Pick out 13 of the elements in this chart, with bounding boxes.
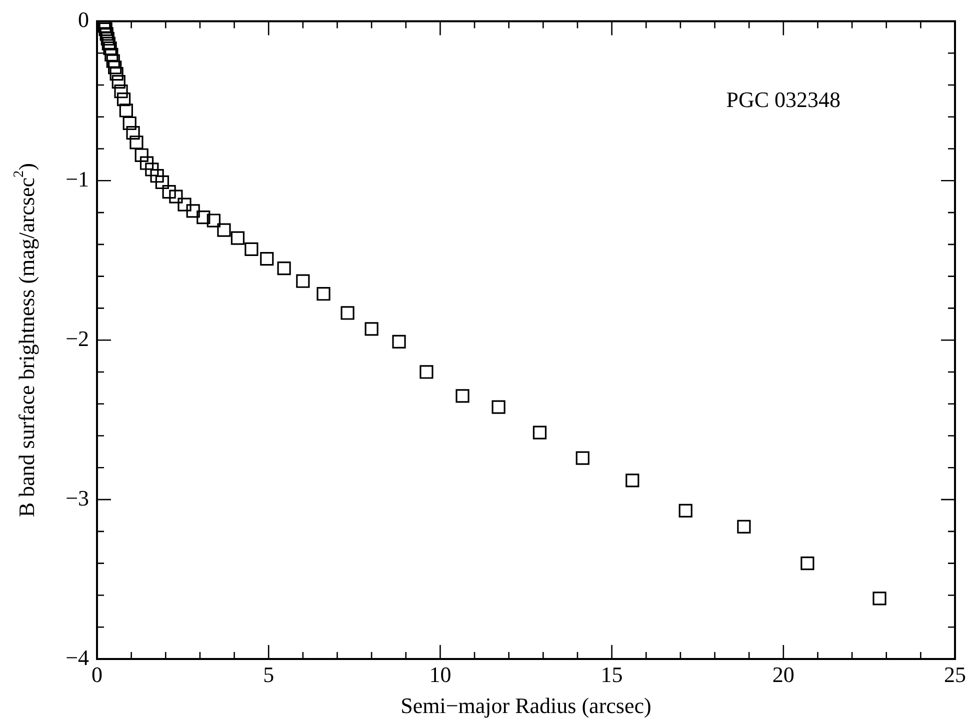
y-tick-label: −4 (66, 644, 89, 670)
x-tick-label: 10 (429, 662, 452, 687)
annotation: PGC 032348 (726, 86, 841, 112)
x-tick-label: 5 (263, 662, 274, 687)
x-axis-title: Semi−major Radius (arcsec) (400, 692, 652, 718)
y-tick-label: −2 (66, 326, 89, 351)
y-tick-label: −1 (66, 166, 89, 192)
x-tick-label: 15 (600, 662, 623, 687)
y-tick-label: −3 (66, 485, 89, 510)
y-axis-title: B band surface brightness (mag/arcsec2) (10, 163, 39, 518)
y-tick-label: 0 (78, 6, 89, 32)
x-tick-label: 25 (944, 662, 966, 687)
x-tick-label: 20 (772, 662, 794, 687)
